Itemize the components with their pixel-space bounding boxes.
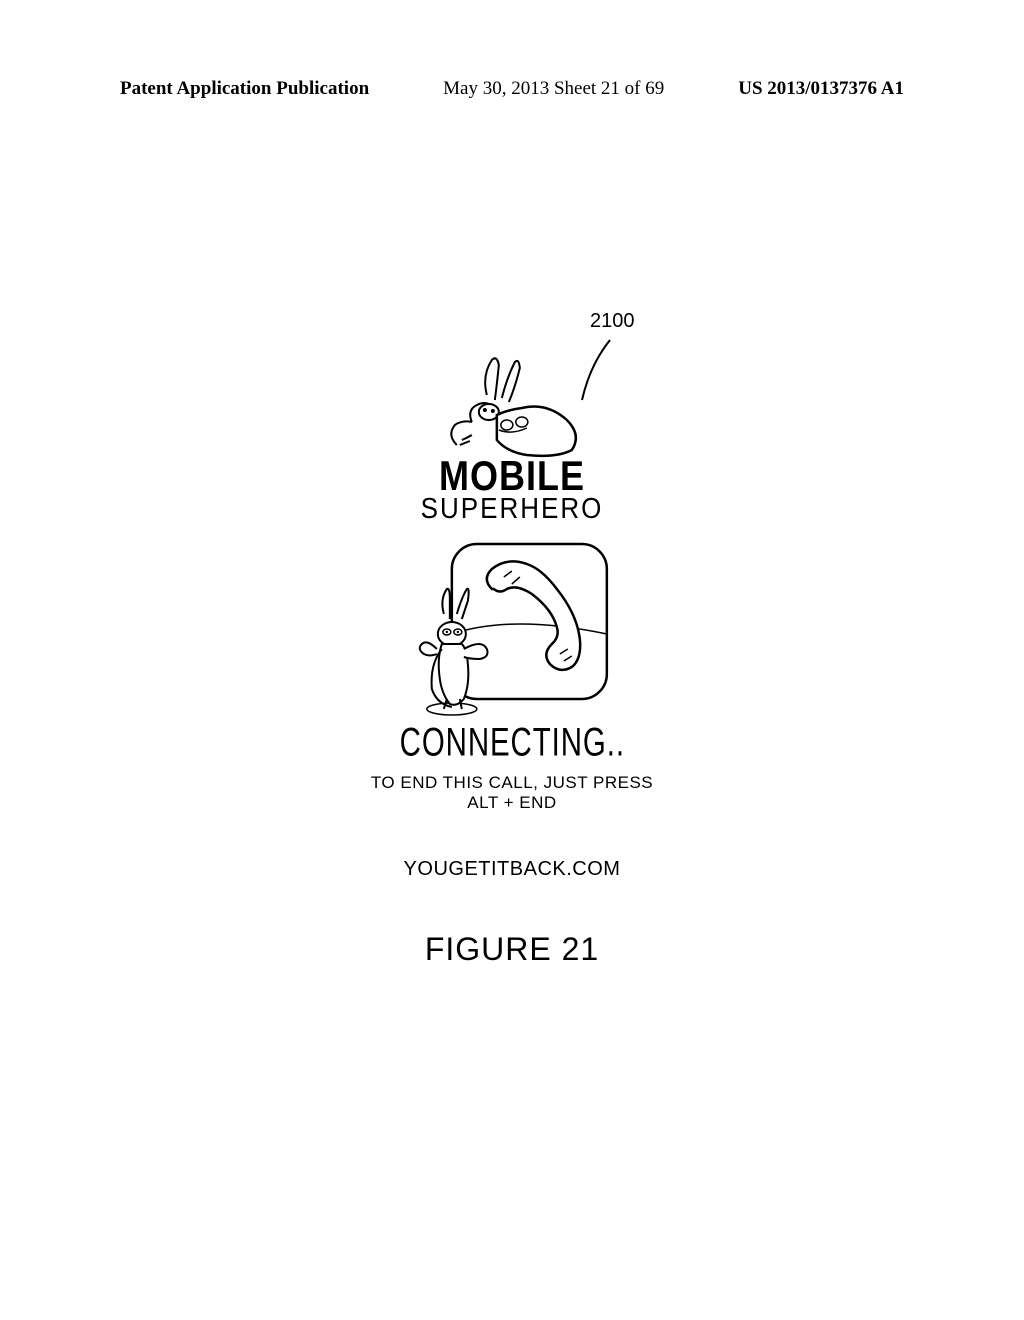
connecting-status: CONNECTING.. xyxy=(399,719,624,765)
publication-type: Patent Application Publication xyxy=(120,78,369,100)
website-url: YOUGETITBACK.COM xyxy=(404,858,621,881)
end-call-instruction-line2: ALT + END xyxy=(467,793,556,813)
connecting-illustration xyxy=(412,539,612,719)
figure-content: MOBILE SUPERHERO CONNECTING.. TO END THI… xyxy=(371,300,653,968)
publication-number: US 2013/0137376 A1 xyxy=(738,78,904,100)
mascot-logo-icon xyxy=(437,350,587,460)
page-header: Patent Application Publication May 30, 2… xyxy=(0,78,1024,100)
figure-caption: FIGURE 21 xyxy=(425,931,599,968)
brand-name-line2: SUPERHERO xyxy=(421,491,604,525)
date-sheet-info: May 30, 2013 Sheet 21 of 69 xyxy=(443,78,664,100)
end-call-instruction-line1: TO END THIS CALL, JUST PRESS xyxy=(371,773,653,793)
